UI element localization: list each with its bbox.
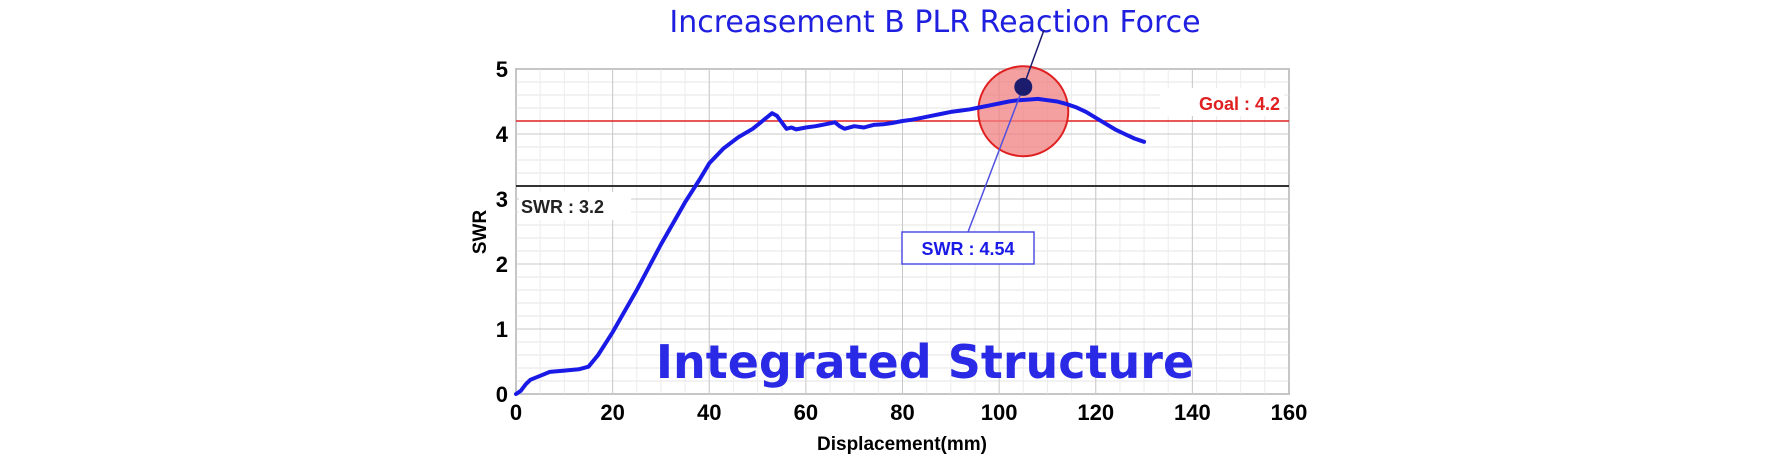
x-tick-label: 100 [981,400,1018,425]
swr-max-label: SWR : 4.54 [921,239,1014,259]
series [514,96,1147,396]
x-tick-label: 140 [1174,400,1211,425]
swr-leader-line [967,86,1024,233]
goal-label: Goal : 4.2 [1199,94,1280,114]
y-tick-label: 2 [496,252,508,277]
swr-baseline-annotation: SWR : 3.2 [519,192,631,220]
y-tick-label: 3 [496,187,508,212]
highlight-marker-group [967,29,1045,233]
swr-baseline-label: SWR : 3.2 [521,197,604,217]
x-tick-label: 40 [697,400,721,425]
swr-baseline-label-bg [519,192,631,220]
goal-label-bg [1160,88,1284,116]
overlay-label: Integrated Structure [656,335,1194,389]
title-leader-line [1022,29,1045,88]
x-tick-label: 20 [600,400,624,425]
x-ticks: 0 20 40 60 80 100 120 140 160 [510,400,1307,425]
y-axis-label: SWR [470,210,491,255]
highlight-circle [977,65,1070,158]
x-tick-label: 120 [1077,400,1114,425]
y-tick-label: 0 [496,382,508,407]
goal-annotation: Goal : 4.2 [1160,88,1284,116]
swr-max-annotation: SWR : 4.54 [901,231,1035,265]
series-line-0 [514,96,1147,396]
x-tick-label: 160 [1271,400,1308,425]
x-tick-label: 80 [890,400,914,425]
y-tick-label: 4 [496,122,509,147]
swr-max-label-box [901,231,1035,265]
y-tick-label: 5 [496,57,508,82]
x-tick-label: 0 [510,400,522,425]
x-tick-label: 60 [794,400,818,425]
max-point-marker [1014,77,1033,96]
chart-title: Increasement B PLR Reaction Force [669,5,1200,40]
highlight-region [977,65,1070,158]
x-axis-label: Displacement(mm) [817,434,987,455]
y-tick-label: 1 [496,317,508,342]
y-ticks: 0 1 2 3 4 5 [496,57,509,407]
